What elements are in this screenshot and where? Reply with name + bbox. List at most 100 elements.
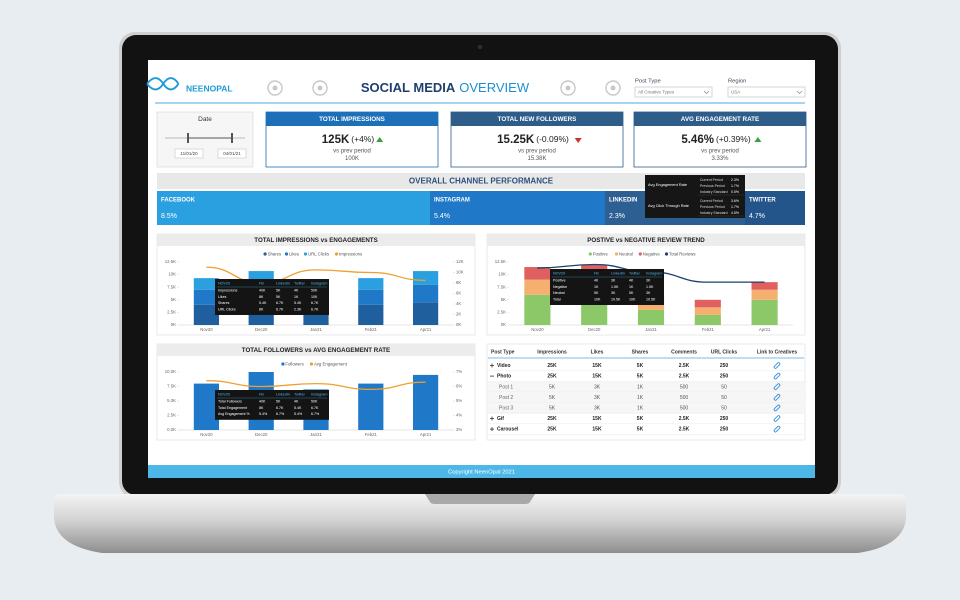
social-icon: [267, 80, 283, 96]
tooltip-value: 6.7K: [276, 406, 284, 410]
table-cell: 5K: [637, 416, 644, 422]
y-tick-label: 12.5K: [165, 259, 176, 264]
date-input[interactable]: [174, 148, 204, 159]
link-icon: [773, 362, 781, 369]
tooltip-value: 5K: [276, 295, 281, 299]
y-tick-label: 5%: [456, 398, 462, 403]
table-header: Likes: [591, 349, 604, 355]
kpi-value: 5.46%: [681, 134, 714, 146]
legend-label: Neutral: [619, 251, 633, 256]
tooltip-header: Instagram: [311, 392, 327, 396]
dropdown-chevron: [703, 90, 710, 94]
bar-segment: [694, 314, 721, 325]
kpi-value-line: 5.46% (+0.39%): [681, 134, 751, 146]
slider-handle[interactable]: [187, 133, 189, 143]
filter-dropdown[interactable]: [727, 86, 806, 98]
social-icon: [560, 80, 576, 96]
link-icon: [773, 404, 781, 412]
y-tick-label: 8K: [456, 280, 461, 285]
tooltip-value: 1K: [294, 295, 299, 299]
y-tick-label: 5.0K: [167, 398, 176, 403]
x-tick-label: Jan21: [645, 327, 657, 332]
slider-handle[interactable]: [231, 133, 233, 143]
creative-link[interactable]: [773, 404, 781, 412]
chart-title: TOTAL FOLLOWERS vs AVG ENGAGEMENT RATE: [242, 347, 390, 354]
table-cell: 1K: [637, 406, 644, 412]
x-tick-label: Feb21: [365, 327, 378, 332]
table-cell: 3K: [594, 406, 601, 412]
legend-label: URL Clicks: [308, 251, 329, 256]
date-value: 11/01/20: [180, 151, 198, 156]
tooltip-value: 6.7K: [311, 406, 319, 410]
bar-segment: [412, 284, 439, 303]
table-header: Impressions: [537, 349, 567, 355]
channel-bar: [745, 191, 805, 225]
logo-icon: [146, 77, 180, 91]
creative-link[interactable]: [773, 372, 781, 380]
creative-link[interactable]: [773, 383, 781, 391]
filter-dropdown[interactable]: [634, 86, 713, 98]
table-cell: 1K: [637, 395, 644, 401]
link-icon: [773, 415, 781, 422]
tooltip-value: 8K: [259, 307, 264, 311]
tooltip-value: 40K: [259, 400, 266, 404]
kpi-title: AVG ENGAGEMENT RATE: [681, 116, 759, 123]
tooltip-value: 3.6%: [731, 199, 739, 203]
table-cell: 5K: [637, 363, 644, 369]
footer-bar: [148, 465, 815, 478]
table-header: Post Type: [491, 349, 515, 355]
table-cell: 15K: [592, 427, 602, 433]
tooltip-header: NOV20: [218, 392, 230, 396]
tooltip-header: FB: [259, 392, 264, 396]
bar-segment: [193, 304, 220, 325]
kpi-value: 125K: [322, 134, 350, 146]
tooltip-value: 1K: [594, 285, 599, 289]
kpi-change: (-0.09%): [536, 134, 569, 144]
kpi-comparison: vs prev period: [701, 149, 739, 155]
link-icon: [773, 372, 781, 380]
tooltip-value: 50K: [311, 289, 318, 293]
tooltip-header: FB: [259, 281, 264, 285]
kpi-comparison: vs prev period: [333, 149, 371, 155]
bar-segment: [524, 267, 551, 280]
legend-swatch: [284, 252, 289, 256]
tooltip-header: Twitter: [294, 281, 306, 285]
creative-link[interactable]: [773, 393, 781, 401]
bar-segment: [358, 278, 384, 290]
tooltip-label: Total: [553, 297, 561, 301]
chart-title-bar: [487, 234, 805, 246]
channel-bar: [430, 191, 605, 225]
row-label: Gif: [497, 416, 504, 422]
y-tick-label: 2.5K: [167, 310, 176, 315]
tooltip-value: 5.4%: [259, 412, 268, 416]
table-cell: 5K: [549, 406, 556, 412]
bar-segment: [751, 299, 778, 325]
channel-bar: [157, 191, 430, 225]
channel-name: FACEBOOK: [161, 198, 196, 204]
y-tick-label: 10.0K: [165, 369, 176, 374]
legend-swatch: [588, 252, 592, 256]
table-cell: 3K: [594, 384, 601, 390]
channel-name: INSTAGRAM: [434, 198, 470, 204]
section-title: OVERALL CHANNEL PERFORMANCE: [409, 176, 554, 185]
tooltip-value: 6.7%: [276, 412, 285, 416]
creative-link[interactable]: [773, 415, 781, 422]
table-cell: 2.5K: [679, 427, 690, 433]
creative-link[interactable]: [773, 425, 781, 433]
tooltip-value: 10K: [594, 297, 601, 301]
channel-tooltip: Avg Engagement Rate Current Period 2.3% Pre…: [645, 175, 745, 218]
bar-segment: [412, 302, 439, 325]
bar-segment: [358, 304, 384, 325]
y-tick-label: 5K: [501, 297, 506, 302]
date-input[interactable]: [217, 148, 247, 159]
tooltip-value: 10.5K: [611, 297, 621, 301]
tooltip-header: LinkedIn: [276, 392, 290, 396]
creative-link[interactable]: [773, 362, 781, 369]
y-tick-label: 7.5K: [497, 284, 506, 289]
kpi-header: [451, 112, 623, 126]
link-icon: [773, 393, 781, 401]
table-cell: 250: [720, 427, 729, 433]
social-icon: [605, 80, 621, 96]
bar-segment: [193, 383, 220, 430]
tooltip-label: Industry Standard: [700, 190, 728, 194]
